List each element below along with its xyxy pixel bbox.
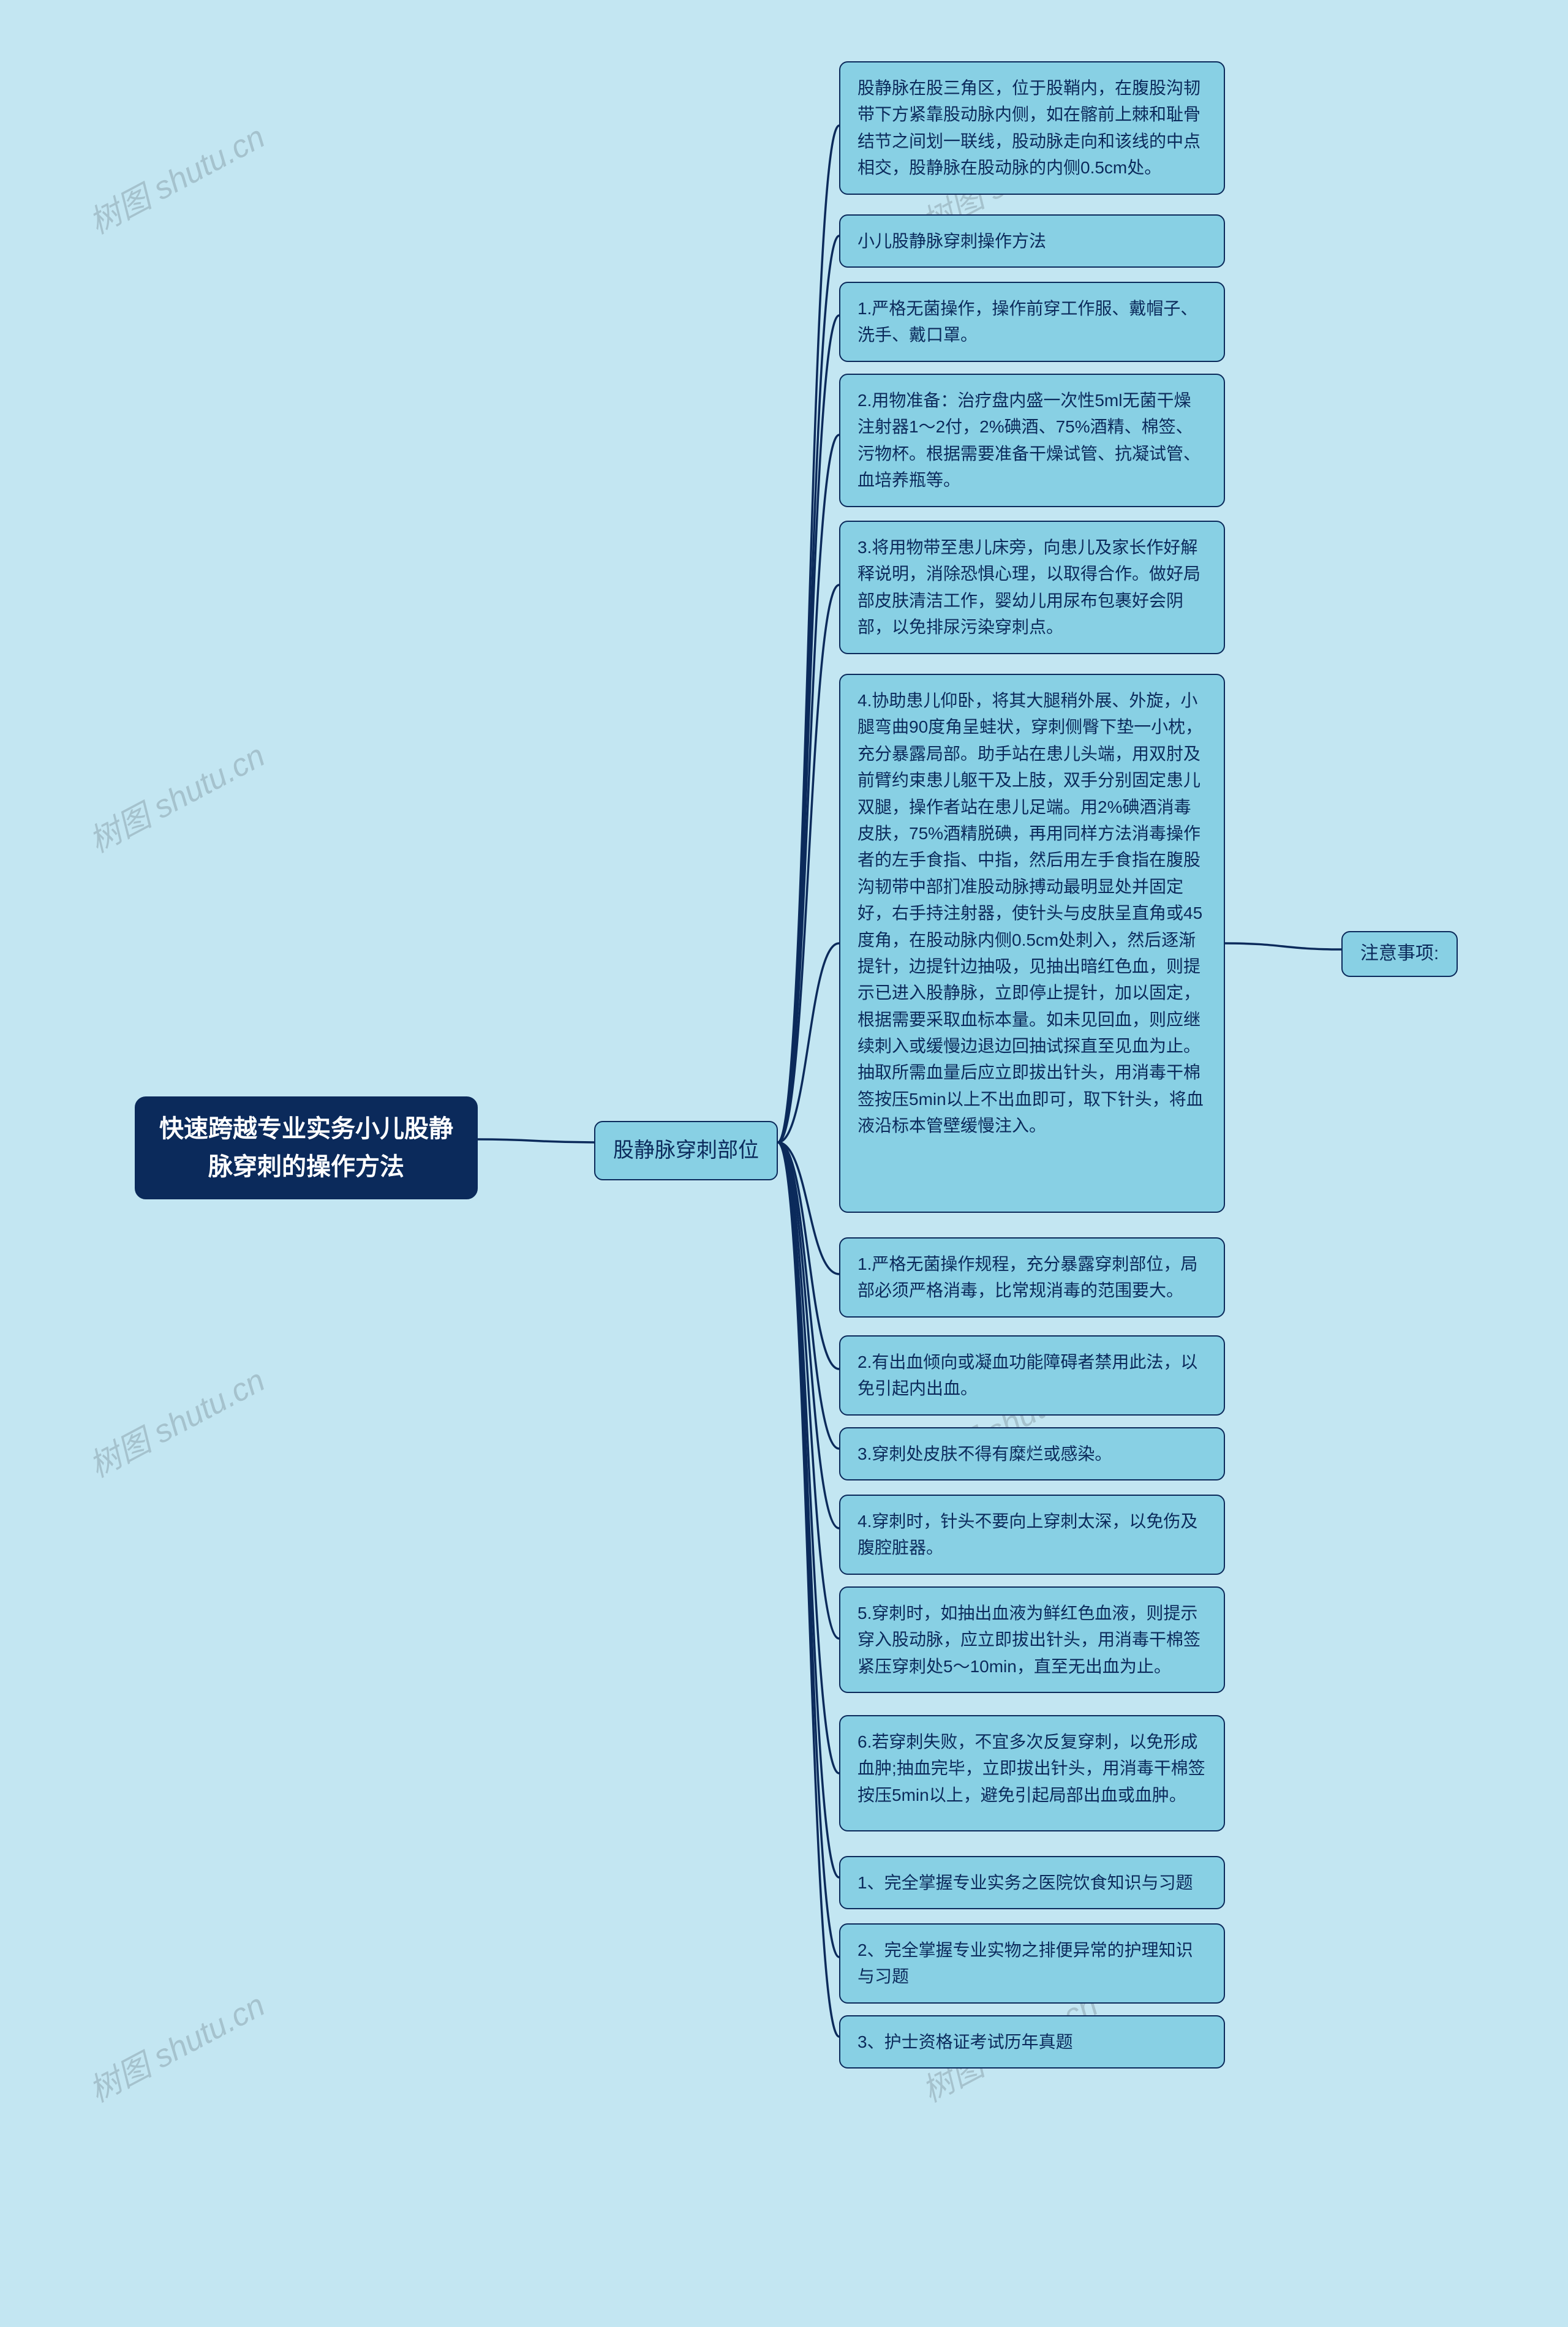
leaf-node: 3.穿刺处皮肤不得有糜烂或感染。 [839,1427,1225,1480]
leaf-node: 小儿股静脉穿刺操作方法 [839,214,1225,268]
leaf-node: 1.严格无菌操作规程，充分暴露穿刺部位，局部必须严格消毒，比常规消毒的范围要大。 [839,1237,1225,1318]
leaf-node: 2、完全掌握专业实物之排便异常的护理知识与习题 [839,1923,1225,2004]
watermark: 树图 shutu.cn [80,1980,271,2111]
leaf-node: 1、完全掌握专业实务之医院饮食知识与习题 [839,1856,1225,1909]
leaf-node: 2.用物准备：治疗盘内盛一次性5ml无菌干燥注射器1～2付，2%碘酒、75%酒精… [839,374,1225,507]
root-node: 快速跨越专业实务小儿股静脉穿刺的操作方法 [135,1096,478,1199]
leaf-node: 6.若穿刺失败，不宜多次反复穿刺，以免形成血肿;抽血完毕，立即拔出针头，用消毒干… [839,1715,1225,1831]
leaf-node: 股静脉在股三角区，位于股鞘内，在腹股沟韧带下方紧靠股动脉内侧，如在髂前上棘和耻骨… [839,61,1225,195]
watermark: 树图 shutu.cn [80,730,271,861]
right-node: 注意事项: [1341,931,1458,977]
leaf-node: 1.严格无菌操作，操作前穿工作服、戴帽子、洗手、戴口罩。 [839,282,1225,362]
leaf-node: 3、护士资格证考试历年真题 [839,2015,1225,2069]
watermark: 树图 shutu.cn [80,1355,271,1486]
leaf-node: 3.将用物带至患儿床旁，向患儿及家长作好解释说明，消除恐惧心理，以取得合作。做好… [839,521,1225,654]
leaf-node: 4.协助患儿仰卧，将其大腿稍外展、外旋，小腿弯曲90度角呈蛙状，穿刺侧臀下垫一小… [839,674,1225,1213]
leaf-node: 4.穿刺时，针头不要向上穿刺太深，以免伤及腹腔脏器。 [839,1495,1225,1575]
leaf-node: 5.穿刺时，如抽出血液为鲜红色血液，则提示穿入股动脉，应立即拔出针头，用消毒干棉… [839,1586,1225,1693]
leaf-node: 2.有出血倾向或凝血功能障碍者禁用此法，以免引起内出血。 [839,1335,1225,1416]
mid-node: 股静脉穿刺部位 [594,1121,778,1180]
watermark: 树图 shutu.cn [80,111,271,243]
